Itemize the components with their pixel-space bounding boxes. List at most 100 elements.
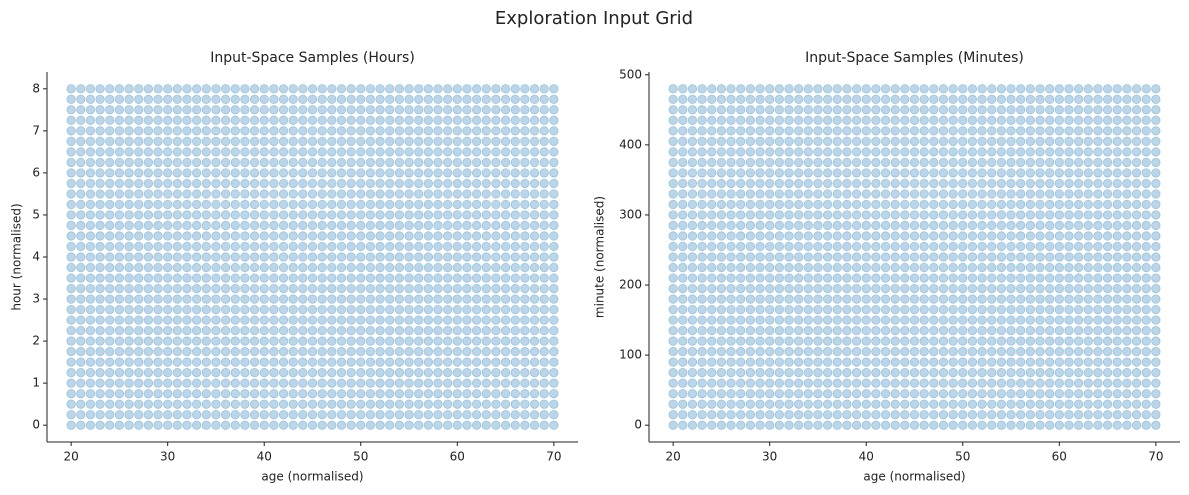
sample-point (452, 399, 463, 409)
sample-point (327, 126, 337, 136)
sample-point (105, 157, 115, 168)
sample-point (1016, 283, 1026, 294)
sample-point (442, 409, 453, 420)
sample-point (66, 199, 76, 210)
sample-point (1044, 210, 1055, 220)
sample-point (967, 189, 978, 199)
sample-point (346, 84, 356, 94)
sample-point (745, 220, 756, 231)
sample-point (958, 273, 968, 283)
sample-point (755, 325, 765, 336)
sample-point (259, 283, 269, 294)
sample-point (1064, 357, 1074, 367)
sample-point (327, 315, 337, 325)
sample-point (134, 304, 144, 315)
sample-point (269, 178, 279, 189)
sample-point (716, 325, 727, 336)
sample-point (977, 157, 987, 168)
sample-point (1122, 315, 1132, 325)
sample-point (764, 231, 775, 241)
sample-point (114, 283, 125, 294)
sample-point (394, 273, 405, 283)
sample-point (822, 357, 833, 367)
sample-point (462, 220, 472, 231)
sample-point (1073, 304, 1084, 315)
sample-point (726, 325, 736, 336)
sample-point (1131, 378, 1142, 388)
sample-point (462, 126, 472, 136)
sample-point (919, 315, 929, 325)
sample-point (510, 262, 520, 273)
sample-point (288, 94, 298, 105)
sample-point (938, 388, 949, 399)
sample-point (1025, 157, 1036, 168)
sample-point (85, 157, 96, 168)
sample-point (114, 304, 125, 315)
sample-point (336, 210, 347, 220)
sample-point (967, 367, 978, 378)
sample-point (211, 147, 221, 157)
sample-point (529, 378, 540, 388)
sample-point (356, 126, 366, 136)
sample-point (890, 189, 900, 199)
sample-point (929, 283, 939, 294)
sample-point (375, 420, 385, 430)
sample-point (317, 315, 327, 325)
sample-point (462, 105, 472, 115)
sample-point (707, 126, 717, 136)
sample-point (423, 157, 434, 168)
sample-point (124, 367, 134, 378)
sample-point (1064, 189, 1074, 199)
sample-point (764, 210, 775, 220)
sample-point (327, 199, 337, 210)
sample-point (317, 189, 327, 199)
sample-point (938, 336, 949, 346)
sample-point (404, 252, 414, 262)
sample-point (1044, 105, 1055, 115)
sample-point (861, 210, 871, 220)
sample-point (1054, 157, 1065, 168)
sample-point (1054, 199, 1065, 210)
sample-point (172, 294, 183, 304)
sample-point (832, 189, 842, 199)
sample-point (1102, 105, 1113, 115)
sample-point (967, 157, 978, 168)
sample-point (697, 378, 707, 388)
sample-point (832, 304, 842, 315)
sample-point (764, 147, 775, 157)
sample-point (365, 378, 376, 388)
sample-point (191, 199, 202, 210)
sample-point (85, 273, 96, 283)
sample-point (1122, 241, 1132, 252)
sample-point (385, 336, 395, 346)
sample-point (105, 126, 115, 136)
sample-point (85, 241, 96, 252)
sample-point (327, 220, 337, 231)
sample-point (85, 252, 96, 262)
sample-point (1035, 231, 1045, 241)
sample-point (996, 178, 1007, 189)
sample-point (172, 325, 183, 336)
sample-point (105, 388, 115, 399)
sample-point (85, 105, 96, 115)
sample-point (919, 241, 929, 252)
sample-point (1006, 199, 1016, 210)
sample-point (336, 115, 347, 126)
y-tick-label: 300 (619, 207, 642, 221)
sample-point (1122, 168, 1132, 178)
sample-point (871, 252, 881, 262)
sample-point (481, 84, 491, 94)
sample-point (462, 210, 472, 220)
sample-point (269, 399, 279, 409)
sample-point (890, 157, 900, 168)
sample-point (134, 220, 144, 231)
sample-point (678, 126, 688, 136)
sample-point (938, 399, 949, 409)
sample-point (736, 84, 746, 94)
sample-point (124, 168, 134, 178)
sample-point (433, 283, 443, 294)
sample-point (433, 294, 443, 304)
sample-point (249, 420, 260, 430)
sample-point (491, 252, 501, 262)
sample-point (755, 84, 765, 94)
